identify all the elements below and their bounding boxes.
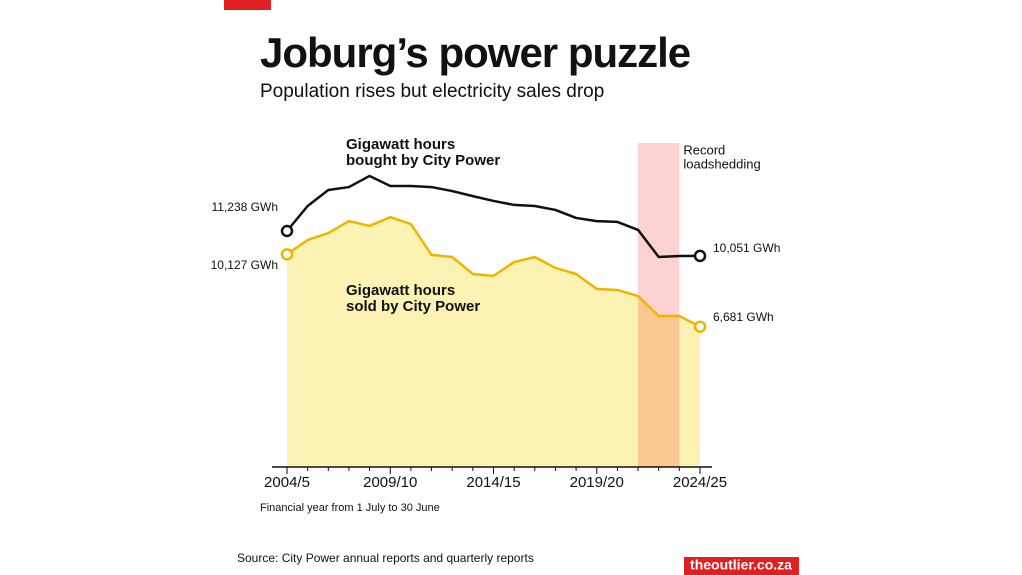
line	[286, 174, 701, 259]
series-label: sold by City Power	[346, 298, 480, 315]
end-point	[280, 248, 294, 261]
brand-bar	[224, 0, 271, 10]
end-point	[280, 224, 294, 238]
series-label: Gigawatt hours	[346, 282, 455, 299]
shade	[638, 143, 680, 467]
end-point	[693, 249, 707, 263]
chart-title: Joburg’s power puzzle	[260, 29, 690, 76]
value-label: 10,051 GWh	[713, 241, 780, 255]
x-tick-label: 2009/10	[363, 474, 417, 491]
x-axis-note: Financial year from 1 July to 30 June	[260, 502, 440, 514]
end-point	[693, 320, 707, 333]
x-tick-label: 2014/15	[466, 474, 520, 491]
source: Source: City Power annual reports and qu…	[237, 551, 534, 565]
shade-label: Record	[683, 142, 725, 157]
series-label: bought by City Power	[346, 152, 500, 169]
value-label: 10,127 GWh	[211, 258, 278, 272]
value-label: 11,238 GWh	[212, 200, 278, 214]
x-tick-label: 2004/5	[264, 474, 310, 491]
series-label: Gigawatt hours	[346, 136, 455, 153]
x-tick-label: 2019/20	[570, 474, 624, 491]
chart-subtitle: Population rises but electricity sales d…	[260, 81, 604, 102]
shade-label: loadshedding	[683, 156, 760, 171]
line	[286, 215, 701, 328]
credit-badge	[684, 557, 799, 575]
x-tick-label: 2024/25	[673, 474, 727, 491]
credit: theoutlier.co.za	[690, 557, 792, 573]
value-label: 6,681 GWh	[713, 310, 774, 324]
area	[287, 217, 700, 467]
